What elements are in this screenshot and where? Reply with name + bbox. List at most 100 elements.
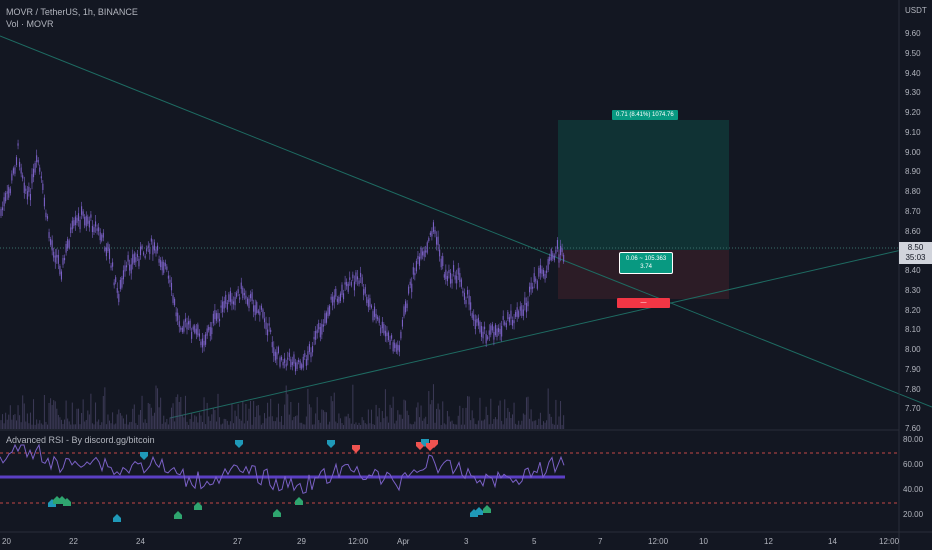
candle-body: [161, 261, 163, 271]
volume-bar: [380, 422, 382, 429]
volume-bar: [513, 402, 515, 429]
candle-body: [34, 163, 36, 173]
volume-bar: [510, 418, 512, 429]
volume-bar: [477, 420, 479, 429]
rsi-legend[interactable]: Advanced RSI - By discord.gg/bitcoin: [6, 435, 155, 445]
volume-bar: [273, 421, 275, 429]
time-tick-label: Apr: [397, 537, 410, 546]
volume-bar: [205, 424, 207, 429]
volume-bar: [422, 420, 424, 429]
candle-body: [333, 295, 335, 303]
volume-bar: [163, 415, 165, 429]
candle-body: [432, 222, 434, 232]
volume-bar: [265, 418, 267, 429]
price-candles: [0, 139, 565, 375]
candle-body: [468, 295, 470, 305]
candle-body: [291, 362, 293, 366]
candle-body: [307, 351, 309, 361]
take-profit-zone[interactable]: [558, 120, 729, 250]
candle-body: [20, 167, 22, 174]
volume-bar: [332, 401, 334, 429]
volume-bar: [121, 415, 123, 429]
symbol-legend[interactable]: MOVR / TetherUS, 1h, BINANCE: [6, 7, 138, 17]
time-tick-label: 29: [297, 537, 306, 546]
target-label[interactable]: 0.71 (8.41%) 1074.76: [612, 110, 678, 120]
volume-bar: [432, 384, 434, 429]
volume-bar: [457, 415, 459, 429]
candle-body: [533, 273, 535, 283]
volume-bar: [538, 418, 540, 429]
arrow-down-tag-icon: [327, 440, 335, 448]
candle-body: [164, 262, 166, 267]
volume-bar: [485, 406, 487, 429]
candle-body: [243, 292, 245, 296]
volume-legend[interactable]: Vol · MOVR: [6, 19, 54, 29]
volume-bar: [454, 424, 456, 429]
stop-label[interactable]: —: [617, 298, 670, 308]
volume-bar: [494, 417, 496, 429]
candle-body: [389, 339, 391, 346]
volume-bar: [296, 415, 298, 429]
volume-bar: [60, 419, 62, 429]
volume-bar: [2, 414, 4, 429]
candle-body: [496, 328, 498, 338]
candle-body: [242, 287, 244, 299]
volume-bar: [152, 415, 154, 429]
volume-bar: [225, 419, 227, 429]
price-tick-label: 9.40: [905, 68, 921, 78]
candle-body: [167, 275, 169, 279]
time-tick-label: 10: [699, 537, 708, 546]
candle-body: [377, 316, 379, 320]
candle-body: [341, 284, 343, 295]
candle-body: [29, 194, 31, 201]
lower-trendline[interactable]: [169, 242, 932, 419]
volume-bar: [401, 418, 403, 429]
volume-bar: [39, 420, 41, 429]
upper-trendline[interactable]: [0, 35, 932, 408]
volume-bar: [169, 417, 171, 429]
candle-body: [197, 324, 199, 336]
volume-bar: [319, 422, 321, 429]
candle-body: [222, 301, 224, 313]
bar-countdown: 35:03: [905, 253, 926, 262]
volume-bar: [425, 416, 427, 429]
volume-bar: [20, 422, 22, 429]
volume-bar: [308, 404, 310, 429]
price-tick-label: 9.30: [905, 88, 921, 98]
candle-body: [316, 329, 318, 334]
volume-bar: [391, 407, 393, 429]
volume-bar: [279, 421, 281, 429]
candle-body: [549, 257, 551, 261]
candle-body: [141, 245, 143, 249]
volume-bar: [192, 421, 194, 429]
candle-body: [147, 245, 149, 248]
candle-body: [124, 265, 126, 272]
entry-label[interactable]: 0.06 ~ 105.363 3.74: [619, 252, 674, 274]
volume-bar: [64, 419, 66, 429]
candle-body: [87, 216, 89, 224]
candle-body: [42, 183, 44, 191]
volume-bar: [446, 410, 448, 429]
volume-bar: [339, 418, 341, 429]
candle-body: [31, 174, 33, 184]
volume-bar: [194, 415, 196, 429]
volume-bar: [561, 424, 563, 429]
candle-body: [22, 175, 24, 179]
volume-bar: [178, 401, 180, 429]
volume-bar: [406, 410, 408, 429]
candle-body: [257, 310, 259, 314]
candle-body: [270, 329, 272, 332]
volume-bar: [471, 410, 473, 429]
candle-body: [274, 351, 276, 361]
volume-bar: [267, 402, 269, 429]
candle-body: [397, 344, 399, 351]
volume-bar: [546, 420, 548, 429]
volume-bar: [22, 395, 24, 429]
candle-body: [132, 254, 134, 265]
volume-bar: [307, 388, 309, 429]
volume-bar: [202, 421, 203, 429]
volume-bar: [493, 419, 495, 429]
volume-bar: [276, 417, 278, 429]
candle-body: [451, 279, 453, 284]
